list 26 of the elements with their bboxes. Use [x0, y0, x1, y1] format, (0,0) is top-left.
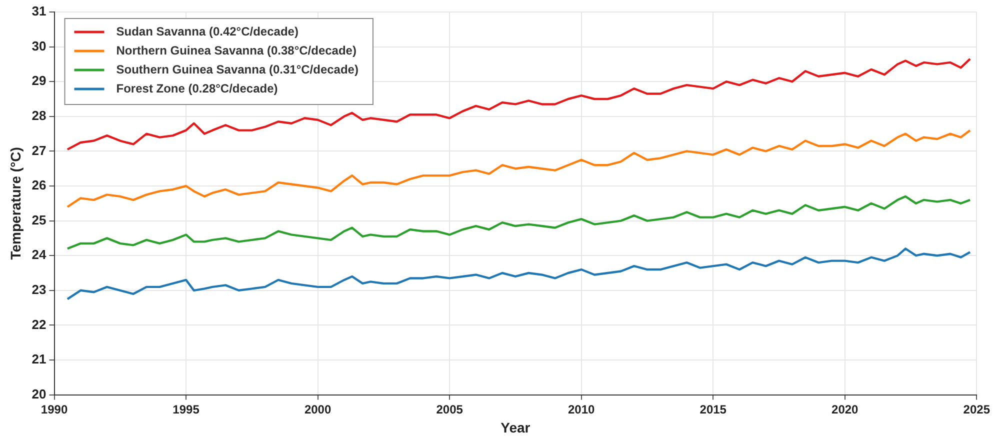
y-tick-label: 27 — [32, 142, 46, 158]
legend-label: Northern Guinea Savanna (0.38°C/decade) — [116, 43, 356, 58]
legend-label: Southern Guinea Savanna (0.31°C/decade) — [116, 62, 358, 76]
y-tick-label: 25 — [32, 212, 46, 228]
y-tick-label: 30 — [32, 38, 46, 54]
x-tick-label: 2020 — [832, 402, 859, 416]
y-tick-label: 24 — [32, 247, 48, 262]
x-tick-label: 2005 — [436, 402, 464, 416]
y-tick-label: 31 — [32, 4, 46, 19]
x-tick-label: 2010 — [568, 402, 596, 416]
x-tick-label: 1990 — [40, 402, 68, 416]
y-tick-label: 28 — [32, 108, 46, 123]
x-tick-label: 2015 — [700, 402, 727, 416]
y-axis-title: Temperature (°C) — [7, 147, 24, 260]
x-tick-label: 2025 — [963, 402, 990, 416]
y-tick-label: 23 — [32, 282, 46, 297]
x-tick-label: 2000 — [304, 402, 332, 416]
y-tick-label: 21 — [32, 352, 46, 367]
legend-label: Sudan Savanna (0.42°C/decade) — [116, 24, 298, 38]
y-tick-label: 22 — [32, 316, 46, 332]
y-tick-label: 26 — [32, 178, 46, 193]
x-tick-label: 1995 — [172, 402, 200, 416]
y-tick-label: 20 — [32, 386, 46, 402]
x-axis-title: Year — [500, 419, 531, 436]
legend-label: Forest Zone (0.28°C/decade) — [116, 81, 278, 96]
y-tick-label: 29 — [32, 73, 46, 88]
